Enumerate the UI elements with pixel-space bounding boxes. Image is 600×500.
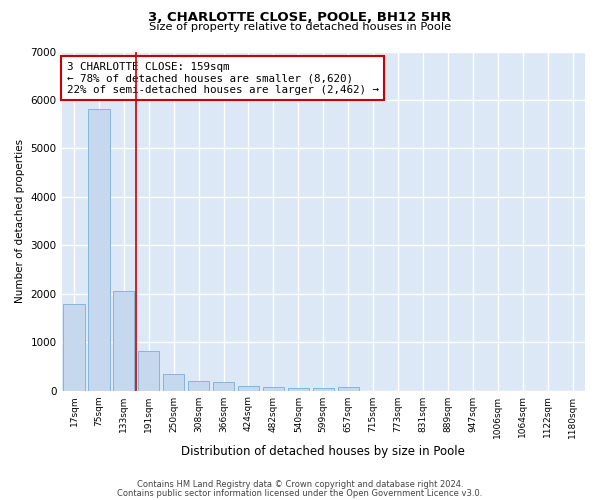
Bar [113,291,134,390]
Bar [188,381,209,390]
Text: Contains public sector information licensed under the Open Government Licence v3: Contains public sector information licen… [118,488,482,498]
Bar [238,386,259,390]
Bar [288,388,309,390]
X-axis label: Distribution of detached houses by size in Poole: Distribution of detached houses by size … [181,444,465,458]
Bar [263,386,284,390]
Text: Size of property relative to detached houses in Poole: Size of property relative to detached ho… [149,22,451,32]
Bar [338,386,359,390]
Text: 3, CHARLOTTE CLOSE, POOLE, BH12 5HR: 3, CHARLOTTE CLOSE, POOLE, BH12 5HR [148,11,452,24]
Bar [88,108,110,390]
Bar [313,388,334,390]
Bar [138,351,160,391]
Bar [213,382,234,390]
Y-axis label: Number of detached properties: Number of detached properties [15,139,25,303]
Text: 3 CHARLOTTE CLOSE: 159sqm
← 78% of detached houses are smaller (8,620)
22% of se: 3 CHARLOTTE CLOSE: 159sqm ← 78% of detac… [67,62,379,95]
Text: Contains HM Land Registry data © Crown copyright and database right 2024.: Contains HM Land Registry data © Crown c… [137,480,463,489]
Bar [163,374,184,390]
Bar [64,304,85,390]
